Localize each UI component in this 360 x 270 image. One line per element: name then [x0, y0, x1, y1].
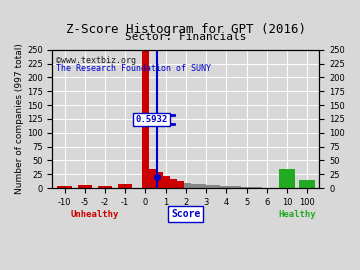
- Text: Healthy: Healthy: [278, 210, 316, 219]
- Bar: [227, 187, 234, 188]
- Bar: [198, 184, 206, 188]
- Text: Score: Score: [171, 209, 201, 219]
- Bar: [177, 181, 184, 188]
- Text: Sector: Financials: Sector: Financials: [125, 32, 247, 42]
- Bar: [149, 169, 156, 188]
- Bar: [118, 184, 132, 188]
- Bar: [58, 186, 72, 188]
- Text: ©www.textbiz.org: ©www.textbiz.org: [57, 56, 136, 65]
- Bar: [255, 187, 262, 188]
- Title: Z-Score Histogram for GPT (2016): Z-Score Histogram for GPT (2016): [66, 23, 306, 36]
- Text: The Research Foundation of SUNY: The Research Foundation of SUNY: [57, 64, 211, 73]
- Bar: [220, 186, 227, 188]
- Text: Unhealthy: Unhealthy: [71, 210, 119, 219]
- Bar: [299, 180, 315, 188]
- Bar: [156, 171, 163, 188]
- Bar: [170, 179, 177, 188]
- Text: 0.5932: 0.5932: [135, 115, 168, 124]
- Bar: [279, 169, 295, 188]
- Bar: [213, 185, 220, 188]
- Bar: [248, 187, 255, 188]
- Bar: [192, 184, 198, 188]
- Bar: [184, 183, 192, 188]
- Y-axis label: Number of companies (997 total): Number of companies (997 total): [15, 43, 24, 194]
- Bar: [98, 187, 112, 188]
- Bar: [241, 187, 248, 188]
- Bar: [206, 185, 213, 188]
- Bar: [234, 187, 241, 188]
- Bar: [78, 185, 92, 188]
- Bar: [163, 176, 170, 188]
- Bar: [142, 50, 149, 188]
